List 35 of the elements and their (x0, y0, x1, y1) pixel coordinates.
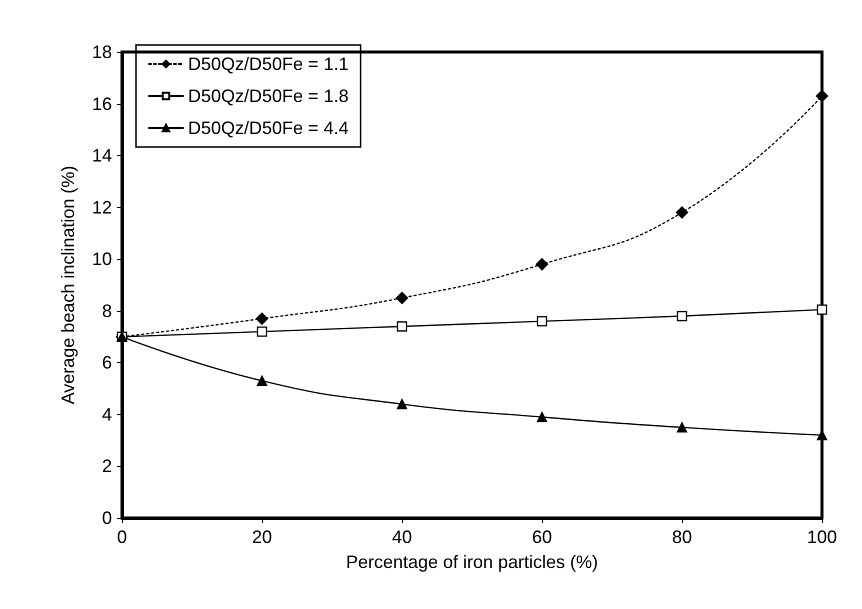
y-tick-label: 10 (92, 249, 112, 270)
point (396, 292, 408, 304)
x-tick-label: 80 (672, 527, 692, 547)
x-tick-label: 100 (806, 527, 838, 547)
legend-label: D50Qz/D50Fe = 1.8 (188, 86, 349, 106)
x-tick-label: 0 (116, 527, 128, 547)
y-tick-label: 16 (92, 94, 112, 114)
x-tick-label: 20 (252, 527, 272, 547)
y-tick-label: 18 (92, 42, 112, 62)
y-tick-label: 12 (92, 197, 112, 218)
point (256, 312, 268, 325)
point (256, 376, 268, 386)
point (676, 310, 688, 322)
point (816, 90, 828, 102)
y-tick-label: 2 (102, 456, 112, 476)
point (396, 321, 408, 332)
point (676, 422, 688, 433)
y-tick-label: 8 (102, 300, 112, 321)
y-axis-title: Average beach inclination (%) (58, 166, 78, 404)
point (816, 304, 828, 315)
x-axis-title: Percentage of iron particles (%) (346, 552, 598, 572)
y-tick-label: 6 (102, 352, 112, 373)
point (536, 258, 548, 270)
point (676, 206, 688, 219)
y-tick-label: 14 (92, 146, 112, 166)
point (536, 316, 548, 326)
x-tick-label: 40 (392, 527, 412, 547)
x-tick-label: 60 (532, 527, 552, 547)
legend-label: D50Qz/D50Fe = 4.4 (188, 118, 349, 138)
point (256, 326, 268, 337)
legend-label: D50Qz/D50Fe = 1.1 (188, 54, 349, 74)
point (536, 412, 548, 422)
y-tick-label: 0 (102, 508, 112, 528)
point (396, 398, 408, 410)
y-tick-label: 4 (102, 404, 112, 424)
